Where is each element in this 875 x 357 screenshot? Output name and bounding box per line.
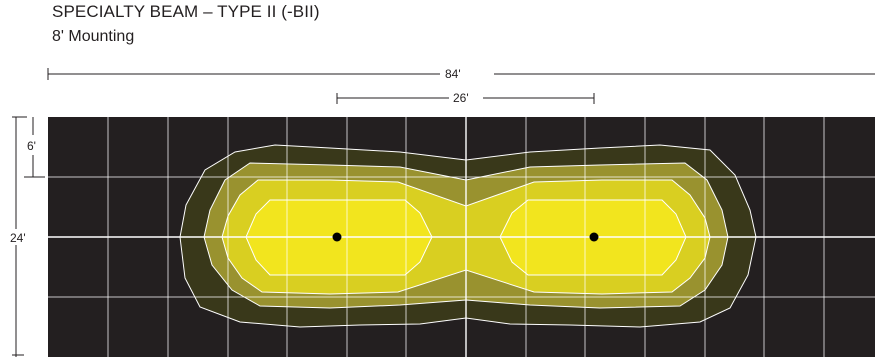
fixture-point-left <box>332 232 342 242</box>
fixture-spacing-dimension <box>336 93 595 104</box>
center-axes <box>48 117 875 357</box>
fixture-spacing-label: 26' <box>453 91 469 105</box>
fixture-point-right <box>589 232 599 242</box>
overall-width-dimension <box>47 68 875 80</box>
overall-width-label: 84' <box>445 67 461 81</box>
grid-cell-label: 6' <box>27 139 36 153</box>
diagram-title: SPECIALTY BEAM – TYPE II (-BII) <box>52 2 320 21</box>
height-label-bg <box>6 229 32 245</box>
overall-height-label: 24' <box>10 231 26 245</box>
isofootcandle-contours <box>179 144 757 328</box>
diagram-subtitle: 8' Mounting <box>52 28 135 45</box>
